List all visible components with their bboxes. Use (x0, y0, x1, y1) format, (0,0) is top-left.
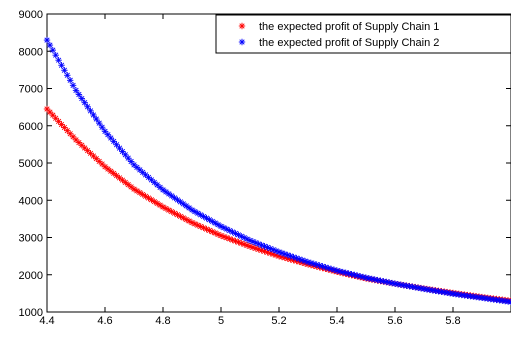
data-point (301, 257, 309, 265)
data-point (52, 115, 59, 122)
data-point (46, 108, 54, 116)
data-point (98, 160, 106, 168)
data-point (368, 275, 375, 283)
x-tick-label: 5.2 (271, 315, 286, 327)
y-tick-label: 9000 (19, 9, 43, 21)
data-point (58, 62, 65, 69)
data-point (177, 198, 184, 206)
series-2 (43, 36, 511, 306)
y-tick-label: 5000 (19, 158, 43, 170)
x-tick-label: 5 (218, 315, 224, 327)
data-point (432, 287, 439, 295)
data-point (113, 172, 120, 179)
legend: the expected profit of Supply Chain 1 the… (215, 14, 511, 54)
data-point (96, 158, 103, 165)
data-point (165, 190, 172, 198)
data-point (81, 99, 88, 106)
legend-box (215, 14, 511, 54)
data-point (69, 133, 77, 141)
data-point (220, 233, 228, 240)
data-point (46, 41, 54, 49)
x-tick-label: 5.4 (329, 315, 344, 327)
data-point (43, 36, 51, 44)
data-point (61, 67, 68, 74)
data-point (171, 194, 178, 202)
y-tick-label: 7000 (19, 84, 43, 96)
plot-area (46, 13, 511, 313)
x-tick-label: 5.8 (445, 315, 460, 327)
data-point (122, 151, 129, 159)
data-point (255, 246, 262, 253)
series-layer (43, 36, 511, 306)
data-point (232, 230, 239, 237)
data-point (55, 56, 62, 64)
data-point (159, 186, 167, 194)
data-point (67, 77, 74, 84)
data-point (90, 111, 97, 119)
legend-marker (238, 38, 246, 46)
data-point (101, 163, 109, 170)
data-point (96, 119, 103, 127)
y-tick-label: 6000 (19, 121, 43, 133)
x-tick-label: 5.6 (387, 315, 402, 327)
data-point (287, 252, 294, 260)
x-tick-label: 4.6 (97, 315, 112, 327)
data-point (75, 139, 83, 146)
x-tick-label: 4.4 (39, 315, 54, 327)
data-point (52, 51, 59, 59)
data-point (101, 128, 109, 135)
data-point (507, 298, 511, 306)
data-point (87, 107, 94, 115)
y-tick-label: 2000 (19, 270, 43, 282)
axis-ticks: 4.4 4.6 4.8 5 5.2 5.4 5.6 5.8 1000 2000 3000 4000 50… (19, 9, 511, 327)
x-tick-label: 4.8 (155, 315, 170, 327)
data-point (110, 170, 117, 177)
data-point (64, 72, 71, 79)
data-point (226, 235, 233, 243)
y-tick-label: 4000 (19, 195, 43, 207)
data-point (93, 115, 100, 123)
data-point (78, 95, 85, 102)
data-point (49, 46, 56, 54)
y-tick-label: 1000 (19, 307, 43, 319)
data-point (72, 87, 80, 94)
legend-label: the expected profit of Supply Chain 2 (259, 37, 439, 49)
data-point (243, 242, 251, 249)
data-point (75, 91, 83, 98)
legend-label: the expected profit of Supply Chain 1 (259, 21, 439, 33)
y-tick-label: 8000 (19, 46, 43, 58)
data-point (328, 265, 335, 273)
data-point (270, 250, 277, 258)
data-point (69, 82, 77, 89)
data-point (84, 103, 91, 110)
data-point (299, 256, 306, 264)
data-point (125, 181, 132, 188)
y-tick-label: 3000 (19, 233, 43, 245)
data-point (98, 124, 106, 131)
data-point (290, 253, 297, 261)
data-point (330, 266, 338, 273)
data-point (61, 124, 68, 131)
legend-marker (238, 22, 246, 30)
data-point (322, 264, 329, 271)
